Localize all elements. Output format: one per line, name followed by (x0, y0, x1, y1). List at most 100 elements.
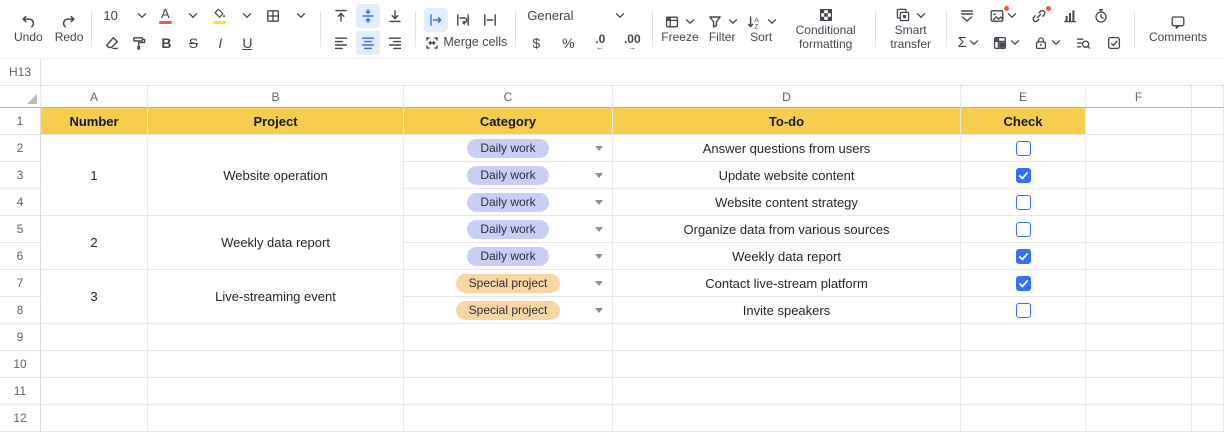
category-chip[interactable]: Daily work (467, 219, 549, 239)
project-cell[interactable]: Weekly data report (148, 216, 404, 270)
cell-empty[interactable] (1192, 351, 1224, 378)
check-cell[interactable] (961, 243, 1086, 270)
todo-cell[interactable]: Organize data from various sources (613, 216, 961, 243)
number-format-dropdown[interactable]: General (524, 4, 628, 28)
cell-empty[interactable] (1086, 297, 1192, 324)
header-cell-to-do[interactable]: To-do (613, 108, 961, 135)
cell-empty[interactable] (404, 351, 613, 378)
cell-empty[interactable] (41, 351, 148, 378)
column-header-E[interactable]: E (961, 86, 1086, 108)
category-dropdown-arrow[interactable] (595, 146, 603, 151)
borders-button[interactable] (261, 4, 285, 28)
align-right-button[interactable] (383, 31, 407, 55)
cell-empty[interactable] (1086, 405, 1192, 432)
cell-empty[interactable] (961, 378, 1086, 405)
cell-empty[interactable] (1192, 162, 1224, 189)
row-header-9[interactable]: 9 (0, 324, 41, 351)
category-chip[interactable]: Daily work (467, 192, 549, 212)
category-chip[interactable]: Special project (455, 300, 561, 320)
column-header-C[interactable]: C (404, 86, 613, 108)
header-cell-category[interactable]: Category (404, 108, 613, 135)
decrease-decimal-button[interactable]: .0 ← (588, 31, 612, 55)
insert-chart-button[interactable] (1058, 4, 1082, 28)
category-dropdown-arrow[interactable] (595, 200, 603, 205)
check-cell[interactable] (961, 162, 1086, 189)
category-chip[interactable]: Special project (455, 273, 561, 293)
row-header-4[interactable]: 4 (0, 189, 41, 216)
check-cell[interactable] (961, 216, 1086, 243)
protect-sheet-button[interactable] (1030, 31, 1064, 55)
row-header-5[interactable]: 5 (0, 216, 41, 243)
cell-empty[interactable] (41, 324, 148, 351)
row-header-11[interactable]: 11 (0, 378, 41, 405)
cell-empty[interactable] (1086, 243, 1192, 270)
cell-empty[interactable] (148, 378, 404, 405)
cell-empty[interactable] (1192, 135, 1224, 162)
comments-button[interactable]: Comments (1149, 14, 1207, 44)
cell-empty[interactable] (1086, 270, 1192, 297)
underline-button[interactable]: U (235, 31, 259, 55)
column-header-D[interactable]: D (613, 86, 961, 108)
category-cell[interactable]: Daily work (404, 243, 613, 270)
checkbox-checked[interactable] (1015, 248, 1031, 264)
cell-empty[interactable] (148, 324, 404, 351)
align-left-button[interactable] (329, 31, 353, 55)
row-header-8[interactable]: 8 (0, 297, 41, 324)
borders-dropdown[interactable] (288, 4, 312, 28)
category-cell[interactable]: Special project (404, 270, 613, 297)
category-chip[interactable]: Daily work (467, 138, 549, 158)
row-header-10[interactable]: 10 (0, 351, 41, 378)
cell-empty[interactable] (1086, 324, 1192, 351)
align-bottom-button[interactable] (383, 4, 407, 28)
todo-cell[interactable]: Website content strategy (613, 189, 961, 216)
bold-button[interactable]: B (154, 31, 178, 55)
check-cell[interactable] (961, 270, 1086, 297)
merge-cells-button[interactable]: Merge cells (424, 35, 507, 51)
column-header-A[interactable]: A (41, 86, 148, 108)
insert-image-button[interactable] (986, 4, 1020, 28)
check-cell[interactable] (961, 135, 1086, 162)
italic-button[interactable]: I (208, 31, 232, 55)
todo-cell[interactable]: Answer questions from users (613, 135, 961, 162)
row-header-3[interactable]: 3 (0, 162, 41, 189)
insert-link-button[interactable] (1027, 4, 1051, 28)
category-cell[interactable]: Daily work (404, 135, 613, 162)
name-box[interactable]: H13 (0, 59, 41, 85)
align-top-button[interactable] (329, 4, 353, 28)
autosum-button[interactable]: Σ (955, 31, 982, 55)
undo-button[interactable]: Undo (14, 14, 43, 44)
cell-empty[interactable] (404, 405, 613, 432)
currency-format-button[interactable]: $ (524, 31, 548, 55)
category-cell[interactable]: Daily work (404, 162, 613, 189)
cell-empty[interactable] (1086, 135, 1192, 162)
reminder-button[interactable] (1089, 4, 1113, 28)
cell-empty[interactable] (613, 324, 961, 351)
checkbox-unchecked[interactable] (1015, 194, 1031, 210)
conditional-formatting-button[interactable]: Conditional formatting (785, 7, 867, 50)
todo-cell[interactable]: Update website content (613, 162, 961, 189)
cell-empty[interactable] (613, 378, 961, 405)
column-header-F[interactable]: F (1086, 86, 1192, 108)
cell-empty[interactable] (613, 405, 961, 432)
clear-format-button[interactable] (100, 31, 124, 55)
cell-empty[interactable] (961, 405, 1086, 432)
pivot-table-button[interactable] (989, 31, 1023, 55)
category-cell[interactable]: Daily work (404, 189, 613, 216)
category-cell[interactable]: Daily work (404, 216, 613, 243)
smart-transfer-button[interactable]: Smart transfer (884, 7, 938, 50)
cell-empty[interactable] (404, 378, 613, 405)
formula-input[interactable] (41, 59, 1224, 85)
cell-empty[interactable] (148, 405, 404, 432)
font-color-button[interactable]: A (153, 4, 177, 28)
cell-empty[interactable] (1192, 243, 1224, 270)
align-middle-button[interactable] (356, 3, 381, 28)
dropdown-list-button[interactable] (955, 4, 979, 28)
category-dropdown-arrow[interactable] (595, 254, 603, 259)
find-replace-button[interactable] (1071, 31, 1095, 55)
cell-empty[interactable] (613, 351, 961, 378)
cell-empty[interactable] (1192, 270, 1224, 297)
sort-button[interactable]: A Z Sort (746, 14, 777, 44)
checkbox-unchecked[interactable] (1015, 302, 1031, 318)
clip-text-button[interactable] (478, 8, 502, 32)
number-cell[interactable]: 3 (41, 270, 148, 324)
